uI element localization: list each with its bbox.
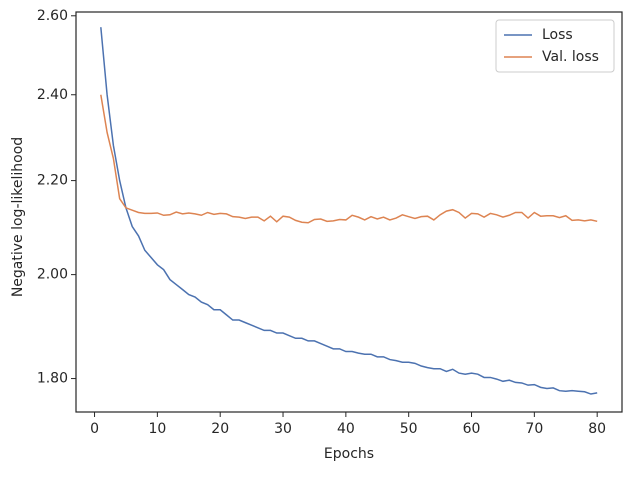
x-tick-label: 40 [337,421,355,437]
x-tick-label: 20 [211,421,229,437]
data-line [100,27,598,395]
x-axis-label: Epochs [324,446,374,462]
x-tick-label: 80 [588,421,606,437]
x-tick-label: 60 [463,421,481,437]
legend-label: Loss [542,27,573,43]
x-tick-label: 50 [400,421,418,437]
x-tick-label: 10 [148,421,166,437]
legend-label: Val. loss [542,49,599,65]
x-tick-label: 70 [525,421,543,437]
x-tick-label: 0 [90,421,99,437]
y-axis-label: Negative log-likelihood [10,137,26,297]
y-tick-label: 2.40 [37,87,68,103]
y-tick-label: 1.80 [37,371,68,387]
plot-frame [75,11,623,413]
y-tick-label: 2.60 [37,8,68,24]
y-tick-label: 2.00 [37,267,68,283]
data-line [100,94,598,224]
y-tick-label: 2.20 [37,173,68,189]
legend-box [495,19,615,73]
x-tick-label: 30 [274,421,292,437]
legend: Loss Val. loss [495,19,615,73]
